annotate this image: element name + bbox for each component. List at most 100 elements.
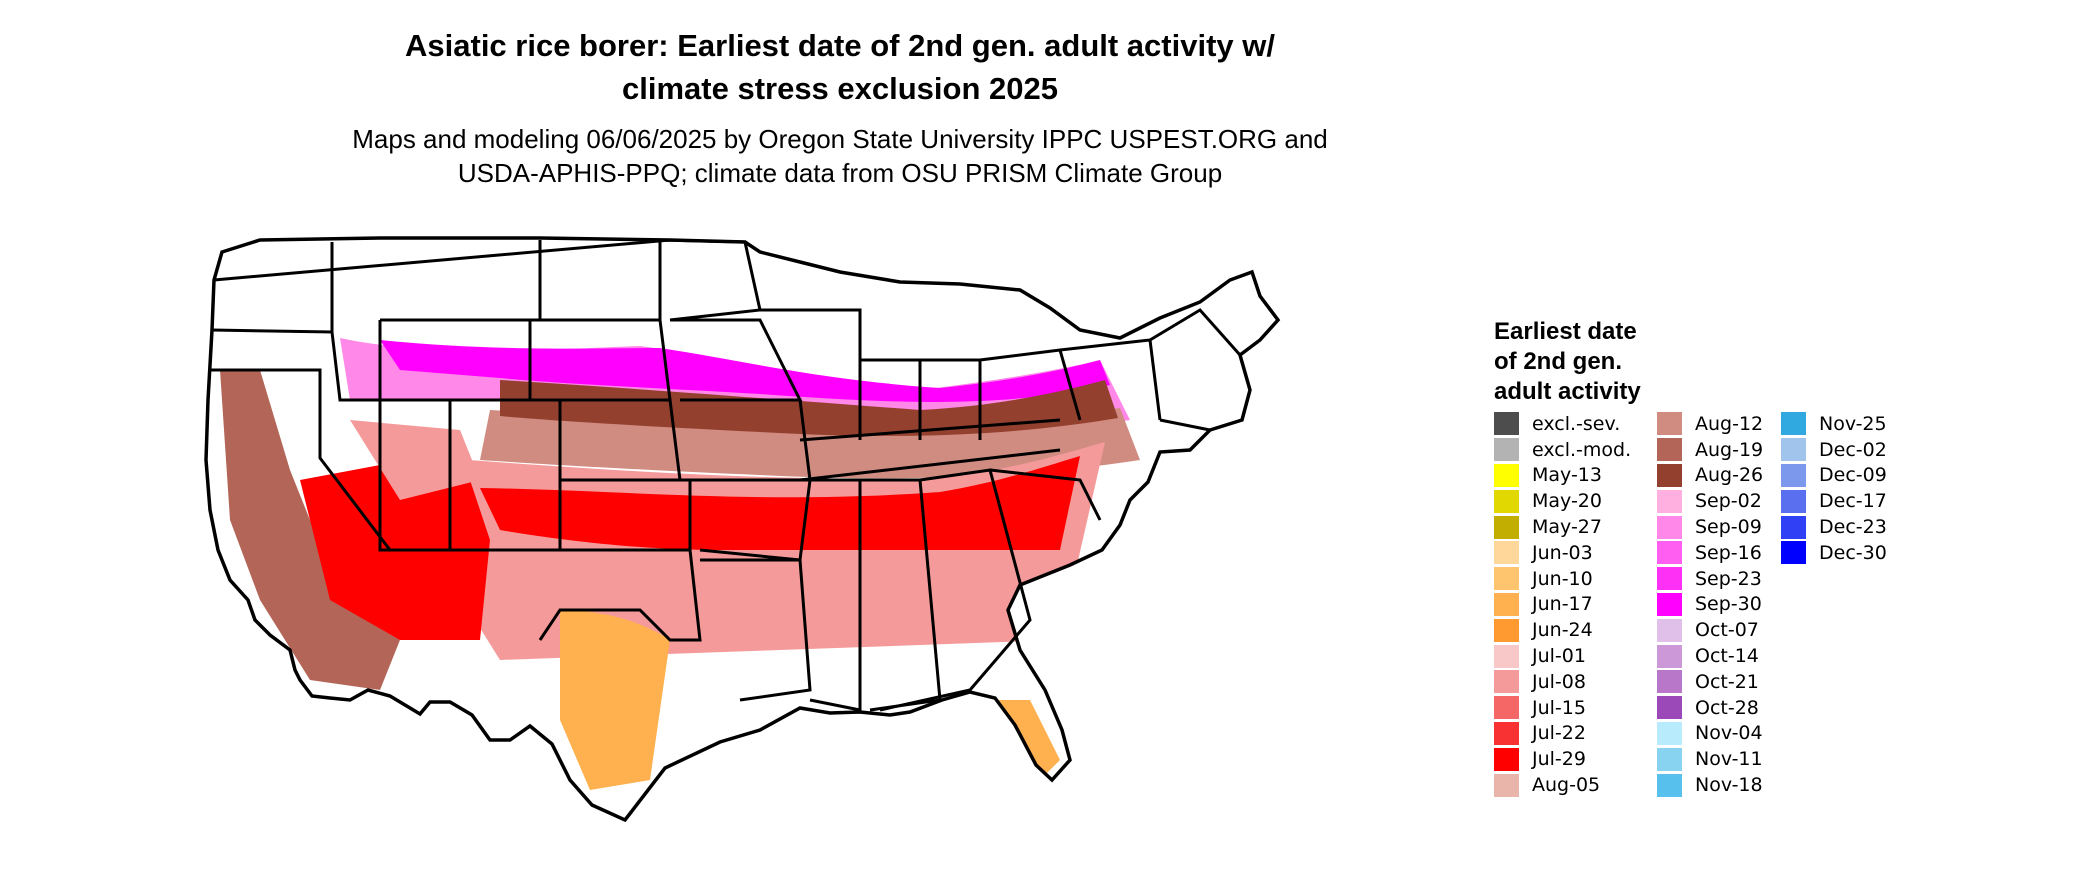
legend-item: Sep-09 <box>1657 514 1763 540</box>
boundary-tn-ky <box>799 448 1061 482</box>
legend-label: Sep-02 <box>1695 490 1762 513</box>
boundary-ky-in <box>799 418 1061 442</box>
map-title-line-2: climate stress exclusion 2025 <box>622 71 1058 106</box>
legend-swatch <box>1657 747 1682 771</box>
legend-swatch <box>1781 541 1806 565</box>
map-subtitle: Maps and modeling 06/06/2025 by Oregon S… <box>250 122 1430 190</box>
legend-title-line-2: of 2nd gen. <box>1494 348 1622 375</box>
map-subtitle-line-2: USDA-APHIS-PPQ; climate data from OSU PR… <box>457 158 1223 188</box>
legend-label: May-13 <box>1532 464 1602 487</box>
legend-label: Sep-16 <box>1695 541 1762 564</box>
legend-item: Aug-26 <box>1657 463 1763 489</box>
legend-swatch <box>1494 747 1519 771</box>
legend-swatch <box>1494 412 1519 436</box>
boundary-central-5 <box>700 558 812 702</box>
legend-label: Oct-21 <box>1695 670 1759 693</box>
legend-item: Dec-17 <box>1781 488 1887 514</box>
boundary-sc-nc <box>989 468 1102 521</box>
legend-swatch <box>1781 515 1806 539</box>
legend-swatch <box>1494 773 1519 797</box>
legend-item: Jun-03 <box>1494 540 1631 566</box>
legend-label: Dec-17 <box>1819 490 1887 513</box>
map-subtitle-line-1: Maps and modeling 06/06/2025 by Oregon S… <box>352 124 1328 154</box>
legend-item: Jun-17 <box>1494 592 1631 618</box>
legend-title: Earliest date of 2nd gen. adult activity <box>1494 317 1734 407</box>
boundary-central-4 <box>690 478 812 562</box>
legend-swatch <box>1657 567 1682 591</box>
legend-item: Jul-29 <box>1494 746 1631 772</box>
map-title: Asiatic rice borer: Earliest date of 2nd… <box>250 24 1430 110</box>
legend-label: excl.-mod. <box>1532 438 1632 461</box>
legend-swatch <box>1781 412 1806 436</box>
legend-item: Oct-14 <box>1657 643 1763 669</box>
legend-label: Oct-14 <box>1695 645 1759 668</box>
legend-swatch <box>1657 463 1682 487</box>
legend-item: excl.-mod. <box>1494 437 1631 463</box>
legend-swatch <box>1657 670 1682 694</box>
boundary-midwest-1 <box>760 308 862 440</box>
legend-item: Oct-21 <box>1657 669 1763 695</box>
legend-item: Oct-07 <box>1657 617 1763 643</box>
legend-item: Aug-12 <box>1657 411 1763 437</box>
legend-item: Nov-04 <box>1657 721 1763 747</box>
legend-label: Aug-19 <box>1695 438 1764 461</box>
boundary-ga-fl <box>879 468 1032 712</box>
legend-swatch <box>1494 541 1519 565</box>
legend-column-3: Nov-25 Dec-02 Dec-09 Dec-17 Dec-23 Dec-30 <box>1781 411 1887 566</box>
legend-swatch <box>1657 773 1682 797</box>
legend-item: Jul-01 <box>1494 643 1631 669</box>
legend-title-line-3: adult activity <box>1494 378 1641 405</box>
boundary-ms-al <box>800 478 862 712</box>
legend-swatch <box>1494 670 1519 694</box>
legend-swatch <box>1781 463 1806 487</box>
legend-swatch <box>1657 541 1682 565</box>
legend-item: Jul-22 <box>1494 721 1631 747</box>
legend-swatch <box>1494 567 1519 591</box>
legend-swatch <box>1657 412 1682 436</box>
legend-label: Dec-02 <box>1819 438 1887 461</box>
legend-label: Dec-09 <box>1819 464 1887 487</box>
legend-swatch <box>1494 489 1519 513</box>
legend-label: May-27 <box>1532 516 1602 539</box>
legend-label: Jun-03 <box>1532 541 1593 564</box>
legend-item: Jun-10 <box>1494 566 1631 592</box>
legend-item: Aug-19 <box>1657 437 1763 463</box>
zone-sw-pink <box>350 420 480 500</box>
legend-label: Sep-09 <box>1695 516 1762 539</box>
legend-swatch <box>1781 489 1806 513</box>
legend-label: Nov-11 <box>1695 748 1763 771</box>
legend-item: Jul-08 <box>1494 669 1631 695</box>
boundary-mountain-3 <box>378 400 452 552</box>
legend-column-1: excl.-sev. excl.-mod. May-13 May-20 May-27 Ju… <box>1494 411 1631 798</box>
legend-label: Jun-17 <box>1532 593 1593 616</box>
legend-label: Jul-29 <box>1532 748 1586 771</box>
legend-item: Jun-24 <box>1494 617 1631 643</box>
legend-label: Nov-25 <box>1819 412 1887 435</box>
legend-label: Jul-01 <box>1532 645 1586 668</box>
boundary-east-3 <box>1159 418 1211 432</box>
legend-column-2: Aug-12 Aug-19 Aug-26 Sep-02 Sep-09 Sep-16 Sep-… <box>1657 411 1763 798</box>
boundary-lat-49 <box>213 238 671 282</box>
legend-label: Aug-26 <box>1695 464 1764 487</box>
zone-sw-red <box>300 450 490 640</box>
legend-item: Sep-23 <box>1657 566 1763 592</box>
legend-swatch <box>1657 592 1682 616</box>
legend-item: Nov-25 <box>1781 411 1887 437</box>
map-title-line-1: Asiatic rice borer: Earliest date of 2nd… <box>405 28 1275 63</box>
legend-swatch <box>1494 463 1519 487</box>
legend-label: Jun-24 <box>1532 619 1593 642</box>
legend-item: Dec-02 <box>1781 437 1887 463</box>
legend-swatch <box>1657 438 1682 462</box>
legend-label: Jul-08 <box>1532 670 1586 693</box>
legend-label: Dec-23 <box>1819 516 1887 539</box>
legend-label: Aug-12 <box>1695 412 1764 435</box>
legend-item: Dec-09 <box>1781 463 1887 489</box>
legend-title-line-1: Earliest date <box>1494 318 1637 345</box>
legend-label: Sep-23 <box>1695 567 1762 590</box>
legend-swatch <box>1494 696 1519 720</box>
legend-item: May-13 <box>1494 463 1631 489</box>
boundary-plains-5 <box>538 548 702 642</box>
legend-swatch <box>1657 696 1682 720</box>
legend-swatch <box>1657 618 1682 642</box>
legend-label: Jul-22 <box>1532 722 1586 745</box>
